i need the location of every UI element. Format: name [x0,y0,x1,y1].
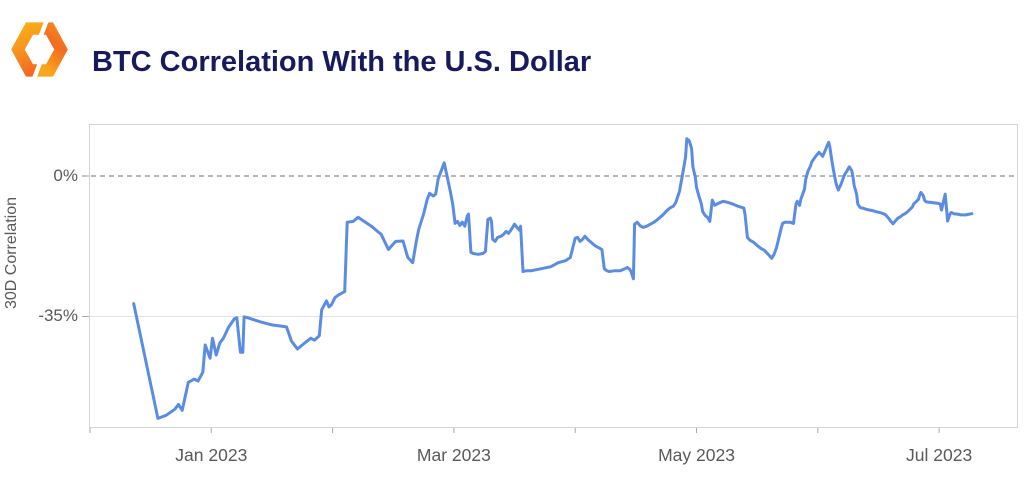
logo-right-arc [37,22,68,77]
correlation-line [132,137,974,420]
header: BTC Correlation With the U.S. Dollar [0,0,1024,100]
x-tick-label: May 2023 [658,445,735,465]
y-tick-label: -35% [38,306,78,326]
x-tick-label: Mar 2023 [416,445,491,465]
brand-logo-icon [11,22,68,77]
correlation-chart: 30D Correlation 0% -35% Jan 2023 Mar 2023 Ma… [0,100,1024,479]
page-title: BTC Correlation With the U.S. Dollar [92,46,592,78]
logo-left-arc [11,22,44,77]
y-tick-label: 0% [53,166,78,185]
chart-canvas [82,124,1018,433]
x-tick-label: Jan 2023 [175,445,248,465]
plot-border [89,124,1018,428]
y-axis-title: 30D Correlation [3,196,20,310]
x-tick-label: Jul 2023 [906,445,973,465]
